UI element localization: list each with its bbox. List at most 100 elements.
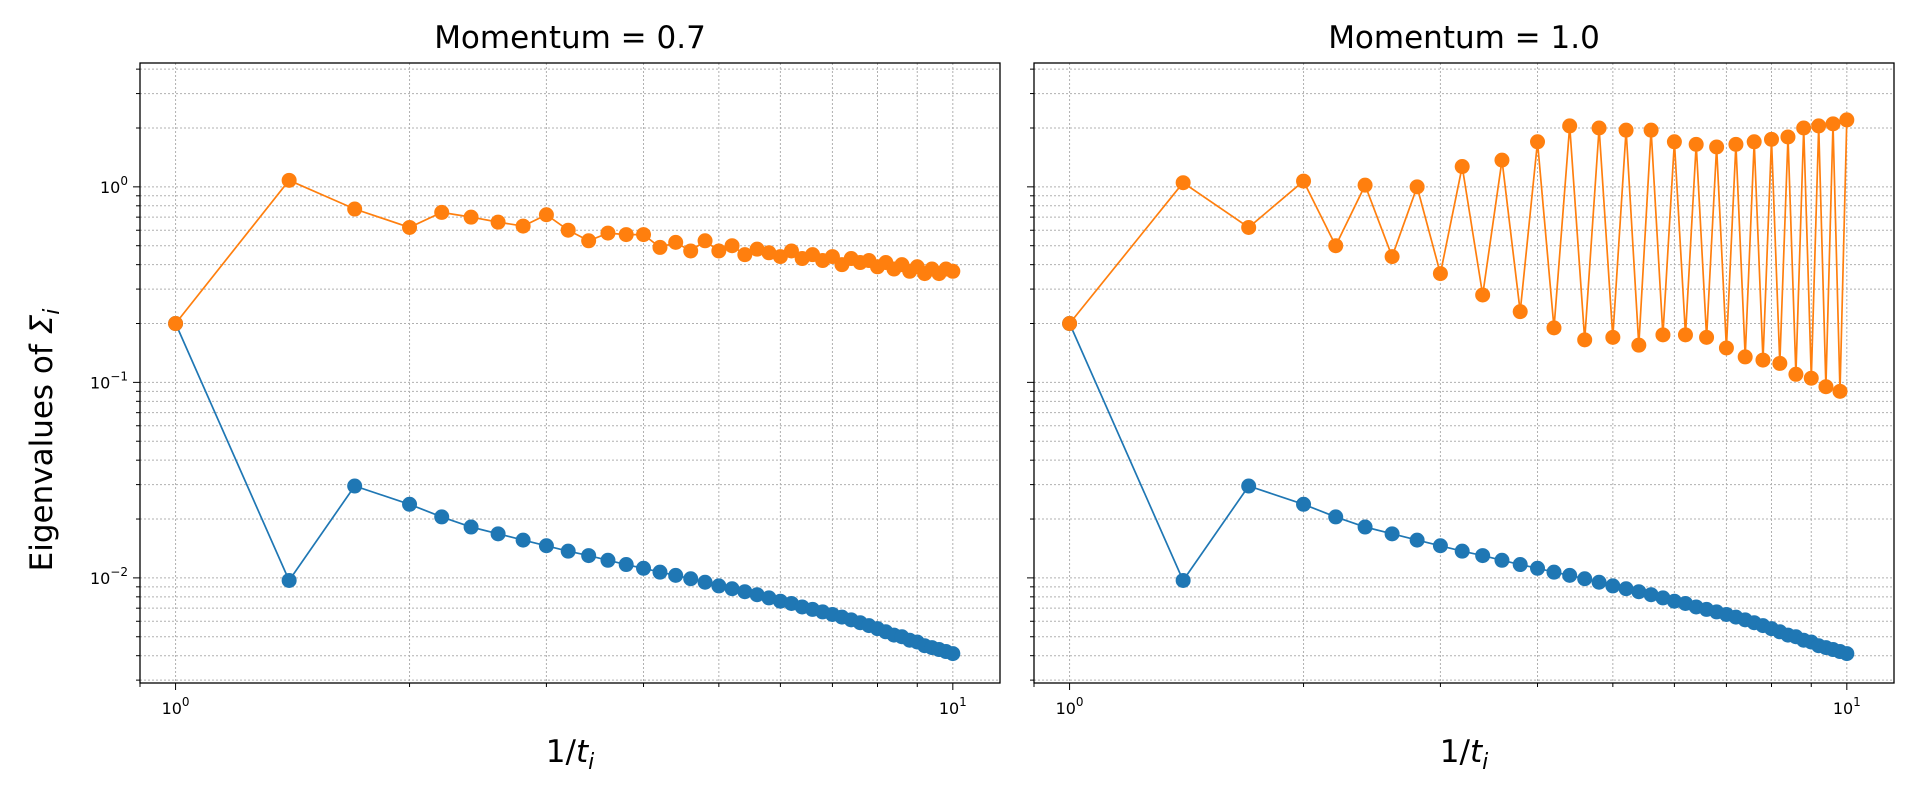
- data-point: [490, 214, 506, 230]
- data-point: [1475, 548, 1491, 564]
- data-point: [1577, 571, 1593, 587]
- x-axis-label: 1/ti: [1440, 734, 1488, 775]
- data-point: [1296, 173, 1312, 189]
- data-point: [581, 233, 597, 249]
- data-point: [1688, 136, 1704, 152]
- data-point: [697, 233, 713, 249]
- panel-title: Momentum = 1.0: [1328, 20, 1600, 56]
- data-point: [1631, 337, 1647, 353]
- y-tick-label: 10−2: [90, 565, 128, 588]
- panel-1: 100 101 10−2 10−1 100 Momentum = 0.7 1/ti: [90, 20, 1001, 775]
- data-point: [1530, 134, 1546, 150]
- data-point: [1241, 219, 1257, 235]
- x-tick-label: 101: [939, 695, 967, 718]
- data-point: [683, 243, 699, 259]
- data-point: [463, 519, 479, 535]
- data-point: [560, 543, 576, 559]
- data-point: [1825, 116, 1841, 132]
- series-2: [168, 172, 961, 332]
- data-point: [1357, 177, 1373, 193]
- x-tick-label: 100: [1056, 695, 1084, 718]
- data-point: [737, 584, 753, 600]
- data-point: [749, 587, 765, 603]
- data-point: [1780, 129, 1796, 145]
- series-line: [1068, 119, 1848, 392]
- data-point: [347, 478, 363, 494]
- data-point: [1728, 136, 1744, 152]
- data-point: [1832, 383, 1848, 399]
- axes-frame: [1033, 62, 1895, 684]
- data-point: [749, 241, 765, 257]
- y-axis-label: Eigenvalues of Σi: [24, 309, 65, 572]
- x-axis-label: 1/ti: [546, 734, 594, 775]
- data-point: [1357, 519, 1373, 535]
- data-point: [724, 581, 740, 597]
- data-point: [1475, 287, 1491, 303]
- data-point: [490, 526, 506, 542]
- data-point: [1631, 584, 1647, 600]
- data-point: [515, 218, 531, 234]
- data-point: [1512, 557, 1528, 573]
- data-point: [711, 578, 727, 594]
- data-point: [1384, 249, 1400, 265]
- data-point: [1175, 572, 1191, 588]
- data-point: [1296, 496, 1312, 512]
- data-point: [1737, 349, 1753, 365]
- data-point: [581, 548, 597, 564]
- data-point: [1718, 340, 1734, 356]
- grid: [139, 63, 1000, 683]
- data-point: [1432, 538, 1448, 554]
- data-point: [1328, 509, 1344, 525]
- data-point: [783, 243, 799, 259]
- data-point: [636, 227, 652, 243]
- x-tick-label: 100: [162, 695, 190, 718]
- data-point: [1562, 118, 1578, 134]
- data-point: [1530, 560, 1546, 576]
- data-point: [1772, 355, 1788, 371]
- data-point: [600, 552, 616, 568]
- data-point: [1409, 179, 1425, 195]
- data-point: [463, 209, 479, 225]
- data-point: [434, 204, 450, 220]
- data-point: [1591, 120, 1607, 136]
- data-point: [1175, 175, 1191, 191]
- data-point: [1062, 316, 1078, 332]
- y-tick-label: 10−1: [90, 369, 128, 392]
- axes-frame: [139, 62, 1001, 684]
- data-point: [1605, 329, 1621, 345]
- data-point: [668, 234, 684, 250]
- data-point: [515, 532, 531, 548]
- data-point: [1512, 304, 1528, 320]
- data-point: [1839, 112, 1855, 128]
- data-point: [1643, 122, 1659, 138]
- data-point: [1454, 159, 1470, 175]
- data-point: [600, 225, 616, 241]
- ticks: [133, 68, 954, 690]
- data-point: [1796, 120, 1812, 136]
- data-point: [1605, 578, 1621, 594]
- data-point: [1643, 587, 1659, 603]
- data-point: [1709, 139, 1725, 155]
- data-point: [737, 247, 753, 263]
- data-point: [1655, 327, 1671, 343]
- series-1: [1062, 316, 1855, 662]
- data-point: [761, 590, 777, 606]
- y-tick-label: 100: [100, 174, 128, 197]
- data-point: [168, 316, 184, 332]
- data-point: [1432, 266, 1448, 282]
- series-1: [168, 316, 961, 662]
- data-point: [402, 496, 418, 512]
- data-point: [1409, 532, 1425, 548]
- data-point: [1788, 366, 1804, 382]
- data-point: [1618, 122, 1634, 138]
- data-point: [761, 245, 777, 261]
- data-point: [1755, 352, 1771, 368]
- data-point: [697, 574, 713, 590]
- data-point: [281, 572, 297, 588]
- data-point: [538, 207, 554, 223]
- panel-title: Momentum = 0.7: [434, 20, 706, 56]
- data-point: [711, 243, 727, 259]
- data-point: [1618, 581, 1634, 597]
- data-point: [1666, 134, 1682, 150]
